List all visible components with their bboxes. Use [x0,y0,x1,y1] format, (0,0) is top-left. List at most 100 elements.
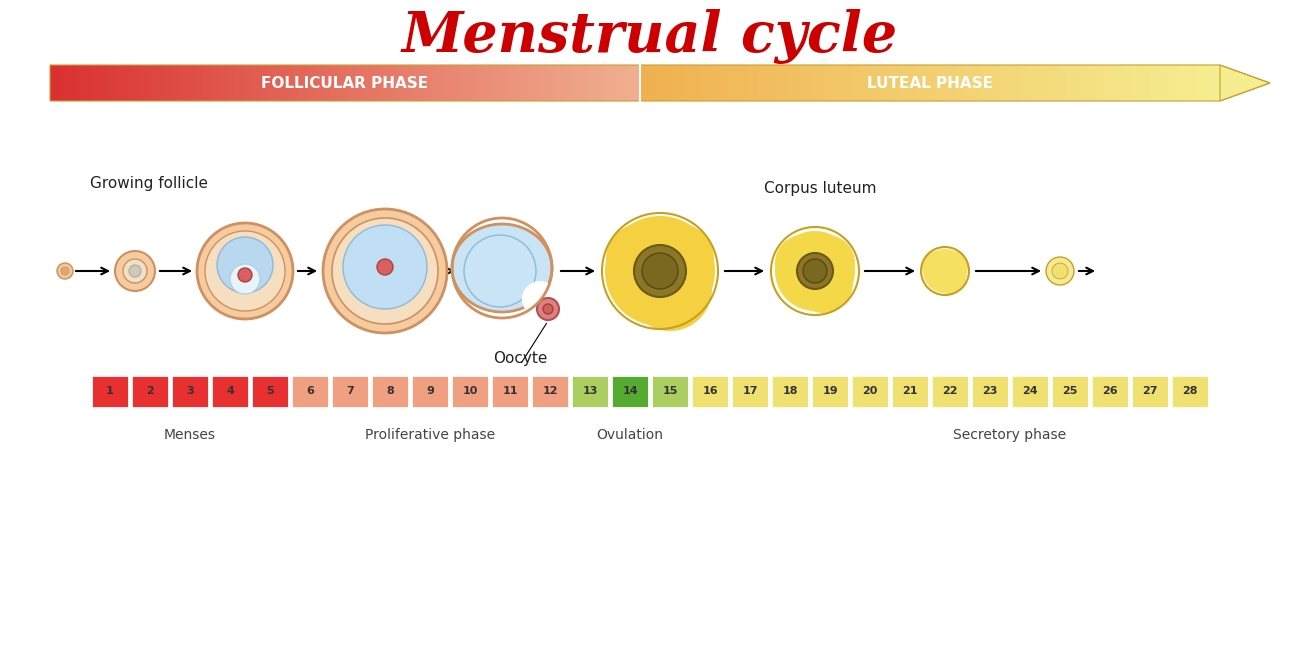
Bar [393,65,394,101]
Bar [644,65,646,101]
Bar [676,65,679,101]
Bar [987,65,988,101]
Bar [229,65,231,101]
Circle shape [939,251,968,281]
Bar [654,65,655,101]
Bar [705,65,707,101]
Bar [914,65,915,101]
Bar [546,65,547,101]
Bar [239,65,240,101]
Bar [616,65,619,101]
Bar [240,65,243,101]
Bar [1134,65,1136,101]
Bar [386,65,387,101]
Bar [387,65,389,101]
Bar [269,65,272,101]
FancyBboxPatch shape [1050,375,1089,408]
Bar [837,65,840,101]
Bar [370,65,373,101]
Bar [352,65,354,101]
Bar [1109,65,1111,101]
Bar [692,65,693,101]
Bar [195,65,198,101]
Bar [98,65,99,101]
Bar [320,65,322,101]
Bar [82,65,85,101]
Bar [982,65,984,101]
Bar [434,65,437,101]
Bar [182,65,183,101]
Circle shape [464,235,536,307]
Bar [433,65,434,101]
Bar [706,65,709,101]
Bar [111,65,113,101]
Bar [1114,65,1117,101]
Bar [559,65,562,101]
Bar [416,65,419,101]
Bar [672,65,673,101]
Circle shape [523,281,558,317]
FancyBboxPatch shape [491,375,529,408]
Bar [398,65,399,101]
Bar [507,65,510,101]
Bar [1080,65,1083,101]
Bar [1032,65,1035,101]
Bar [757,65,758,101]
Bar [926,65,927,101]
Bar [72,65,74,101]
Circle shape [923,249,967,293]
Bar [139,65,142,101]
Bar [884,65,885,101]
Bar [308,65,311,101]
Bar [105,65,108,101]
Circle shape [129,265,140,277]
Bar [354,65,356,101]
Bar [498,65,501,101]
Bar [216,65,217,101]
Bar [92,65,95,101]
Bar [87,65,90,101]
Bar [1102,65,1105,101]
Bar [842,65,844,101]
Bar [428,65,430,101]
Bar [399,65,402,101]
Bar [155,65,157,101]
Bar [733,65,734,101]
Bar [920,65,922,101]
Bar [1066,65,1069,101]
Bar [88,65,91,101]
Bar [212,65,214,101]
Bar [1036,65,1039,101]
Bar [898,65,901,101]
Bar [194,65,195,101]
Bar [1014,65,1017,101]
Bar [1065,65,1066,101]
Bar [1079,65,1082,101]
Bar [582,65,585,101]
Bar [218,65,221,101]
Bar [1188,65,1191,101]
Bar [950,65,952,101]
Bar [719,65,722,101]
Bar [742,65,745,101]
FancyBboxPatch shape [131,375,169,408]
Bar [642,65,644,101]
Bar [244,65,246,101]
Bar [361,65,364,101]
Bar [183,65,186,101]
Bar [292,65,295,101]
Bar [1035,65,1036,101]
Bar [1206,65,1209,101]
Bar [1204,65,1205,101]
Bar [205,65,207,101]
Bar [845,65,848,101]
Bar [604,65,607,101]
Circle shape [217,237,273,293]
FancyBboxPatch shape [651,375,689,408]
Text: 3: 3 [186,386,194,396]
Circle shape [803,259,827,283]
Bar [64,65,66,101]
Bar [432,65,433,101]
FancyBboxPatch shape [411,375,448,408]
Bar [789,65,792,101]
